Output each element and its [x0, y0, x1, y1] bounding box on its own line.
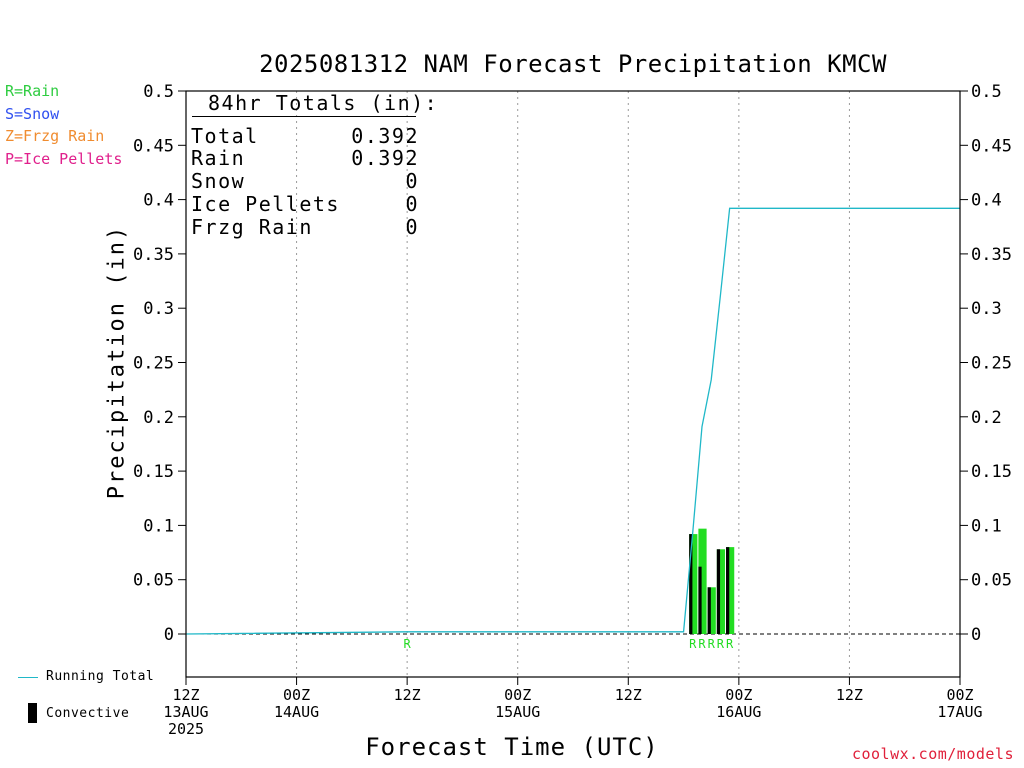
convective-bar — [698, 566, 702, 634]
totals-label-ice-pellets: Ice Pellets — [191, 192, 340, 216]
precip-bars — [689, 528, 735, 634]
site-credit: coolwx.com/models — [851, 745, 1014, 763]
y-tick-label-left: 0.15 — [133, 462, 174, 482]
totals-header-underline — [192, 116, 416, 117]
y-tick-label-right: 0.2 — [971, 408, 1002, 428]
convective-bar — [716, 549, 721, 634]
y-tick-label-left: 0.05 — [133, 571, 174, 591]
y-tick-label-right: 0.05 — [971, 571, 1012, 591]
precip-type-marker: R — [708, 637, 716, 651]
running-total-swatch — [18, 677, 38, 678]
convective-legend-label: Convective — [46, 706, 130, 721]
totals-value-ice-pellets: 0 — [405, 192, 419, 216]
y-tick-label-left: 0.2 — [143, 408, 174, 428]
y-tick-label-left: 0.1 — [143, 516, 174, 536]
y-tick-label-right: 0.25 — [971, 354, 1012, 374]
y-tick-label-left: 0.45 — [133, 136, 174, 156]
x-tick-label: 2025 — [168, 720, 204, 738]
totals-label-frzg-rain: Frzg Rain — [191, 215, 313, 239]
y-axis-left: 0 0.05 0.1 0.15 0.2 0.25 0.3 0.35 0.4 0.45 0.5 — [133, 82, 186, 645]
x-tick-label: 13AUG — [163, 703, 208, 721]
precip-type-marker: R — [404, 637, 412, 651]
totals-value-snow: 0 — [405, 169, 419, 193]
totals-header: 84hr Totals (in): — [208, 91, 439, 115]
x-tick-label: 14AUG — [274, 703, 319, 721]
running-total-line — [185, 207, 960, 635]
type-legend-item: Z=Frzg Rain — [5, 127, 105, 145]
x-tick-label: 12Z — [836, 686, 863, 704]
convective-bar — [726, 547, 730, 634]
precip-bar — [707, 587, 716, 634]
totals-label-snow: Snow — [191, 169, 246, 193]
convective-bar — [707, 587, 711, 634]
precip-bar — [698, 528, 707, 634]
y-tick-label-right: 0.3 — [971, 299, 1002, 319]
precip-type-marker: R — [698, 637, 706, 651]
x-axis-label: Forecast Time (UTC) — [365, 733, 659, 761]
y-tick-label-left: 0 — [164, 625, 174, 645]
x-tick-label: 00Z — [504, 686, 531, 704]
x-tick-label: 15AUG — [495, 703, 540, 721]
totals-value-frzg-rain: 0 — [405, 215, 419, 239]
convective-bar — [689, 534, 693, 634]
totals-value-total: 0.392 — [351, 124, 419, 148]
y-tick-label-left: 0.35 — [133, 245, 174, 265]
precip-bar — [689, 534, 698, 634]
running-total-legend-label: Running Total — [46, 669, 155, 684]
y-tick-label-left: 0.4 — [143, 191, 174, 211]
y-tick-label-right: 0.15 — [971, 462, 1012, 482]
precip-bar — [716, 549, 726, 634]
y-tick-label-right: 0.4 — [971, 191, 1002, 211]
precip-type-marker: R — [717, 637, 725, 651]
y-tick-label-right: 0.1 — [971, 516, 1002, 536]
type-legend-item: S=Snow — [5, 105, 60, 123]
x-tick-label: 00Z — [946, 686, 973, 704]
totals-label-rain: Rain — [191, 146, 246, 170]
y-tick-label-left: 0.5 — [143, 82, 174, 102]
convective-swatch — [28, 703, 37, 723]
grid-lines — [296, 91, 850, 677]
y-tick-label-right: 0 — [971, 625, 981, 645]
x-tick-label: 12Z — [615, 686, 642, 704]
running-total-series — [185, 207, 960, 635]
y-tick-label-left: 0.3 — [143, 299, 174, 319]
precip-bar — [726, 547, 735, 634]
y-tick-label-left: 0.25 — [133, 354, 174, 374]
y-axis-right: 0 0.05 0.1 0.15 0.2 0.25 0.3 0.35 0.4 0.45 0.5 — [960, 82, 1012, 645]
x-tick-label: 16AUG — [716, 703, 761, 721]
x-tick-label: 17AUG — [937, 703, 982, 721]
x-tick-label: 00Z — [725, 686, 752, 704]
chart-title: 2025081312 NAM Forecast Precipitation KM… — [259, 50, 887, 78]
x-tick-label: 00Z — [283, 686, 310, 704]
totals-label-total: Total — [191, 124, 259, 148]
y-tick-label-right: 0.5 — [971, 82, 1002, 102]
y-tick-label-right: 0.35 — [971, 245, 1012, 265]
type-legend-item: R=Rain — [5, 82, 60, 100]
totals-value-rain: 0.392 — [351, 146, 419, 170]
x-tick-label: 12Z — [394, 686, 421, 704]
plot-frame — [185, 90, 961, 678]
precip-type-marker: R — [689, 637, 697, 651]
type-legend-item: P=Ice Pellets — [5, 150, 123, 168]
precip-type-marker: R — [726, 637, 734, 651]
x-tick-label: 12Z — [172, 686, 199, 704]
y-tick-label-right: 0.45 — [971, 136, 1012, 156]
